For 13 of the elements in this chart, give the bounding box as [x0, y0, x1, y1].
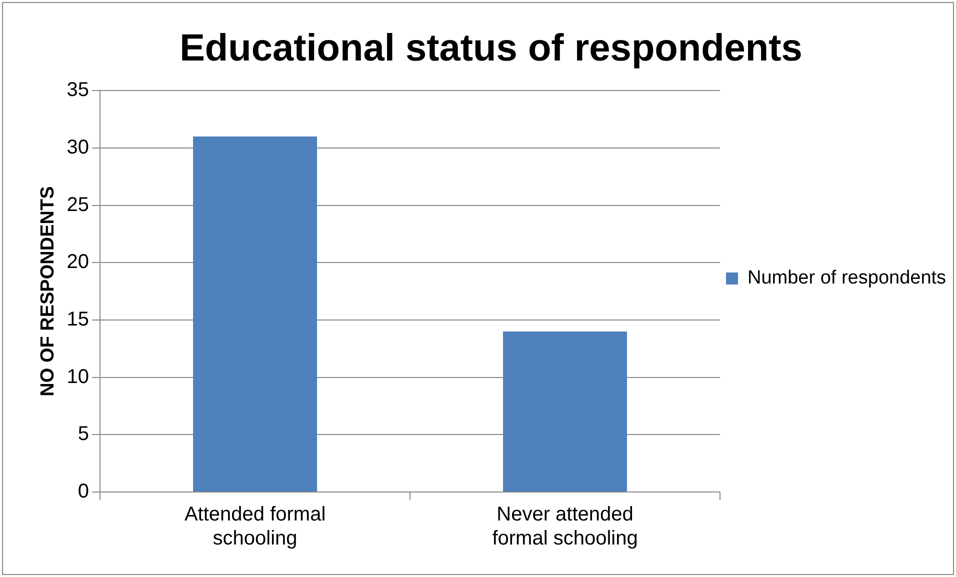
legend-label: Number of respondents	[748, 268, 946, 289]
x-tick-label: Never attended formal schooling	[492, 504, 638, 550]
y-tick-label: 10	[66, 366, 90, 388]
y-tick-label: 25	[66, 194, 90, 216]
y-tick-label: 35	[66, 79, 90, 102]
y-tick-label: 15	[66, 308, 90, 330]
y-axis-title: NO OF RESPONDENTS	[38, 186, 59, 396]
y-tick-label: 30	[66, 136, 90, 158]
y-tick-label: 20	[66, 251, 90, 274]
chart-title: Educational status of respondents	[180, 27, 802, 70]
x-tick-label: Attended formal schooling	[184, 504, 326, 550]
y-tick-label: 5	[78, 423, 90, 446]
y-tick-label: 0	[78, 480, 90, 503]
